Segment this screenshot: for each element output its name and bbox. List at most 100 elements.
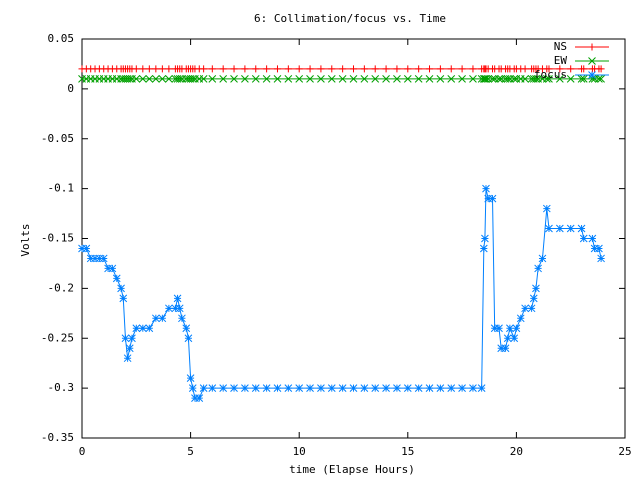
y-tick-label: -0.25 [41, 331, 74, 344]
point-marker [545, 65, 553, 73]
point-marker [527, 304, 536, 313]
point-marker [262, 384, 271, 392]
point-marker [91, 254, 99, 263]
point-marker [458, 75, 466, 83]
x-tick-label: 25 [618, 445, 631, 458]
point-marker [488, 75, 497, 83]
point-marker [117, 284, 125, 293]
point-marker [152, 65, 160, 73]
point-marker [566, 75, 575, 83]
point-marker [469, 75, 477, 83]
point-marker [532, 75, 540, 83]
point-marker [488, 194, 497, 203]
point-marker [590, 244, 599, 253]
point-marker [284, 75, 293, 83]
point-marker [556, 65, 564, 73]
point-marker [490, 324, 499, 333]
point-marker [200, 65, 208, 73]
point-marker [579, 75, 588, 83]
point-marker [188, 75, 197, 83]
point-marker [349, 384, 358, 392]
point-marker [534, 264, 542, 273]
point-marker [458, 65, 466, 73]
point-marker [151, 75, 160, 83]
point-marker [128, 334, 136, 343]
x-tick-label: 0 [79, 445, 86, 458]
point-marker [112, 274, 121, 283]
point-marker [371, 384, 380, 392]
point-marker [273, 65, 281, 73]
point-marker [521, 65, 529, 73]
point-marker [469, 384, 477, 392]
point-marker [510, 75, 519, 83]
point-marker [382, 384, 390, 392]
point-marker [403, 384, 412, 392]
x-tick-label: 5 [187, 445, 194, 458]
point-marker [484, 194, 493, 203]
x-tick-label: 20 [510, 445, 523, 458]
point-marker [595, 75, 603, 83]
point-marker [521, 75, 529, 83]
point-marker [339, 65, 347, 73]
point-marker [327, 75, 336, 83]
point-marker [349, 75, 358, 83]
point-marker [382, 75, 390, 83]
y-tick-label: -0.05 [41, 132, 74, 145]
point-marker [241, 384, 249, 392]
point-marker [241, 65, 249, 73]
point-marker [165, 304, 173, 313]
y-tick-label: -0.3 [48, 381, 75, 394]
point-marker [436, 75, 445, 83]
point-marker [482, 184, 490, 193]
plot-border [81, 38, 626, 439]
point-marker [273, 75, 282, 83]
point-marker [219, 65, 227, 73]
point-marker [415, 65, 423, 73]
point-marker [252, 65, 260, 73]
y-tick-label: -0.1 [48, 182, 75, 195]
point-marker [495, 324, 503, 333]
point-marker [503, 75, 512, 83]
point-marker [173, 294, 182, 303]
point-marker [506, 324, 514, 333]
point-marker [195, 394, 204, 402]
legend-marker [588, 57, 596, 65]
legend-marker [588, 43, 596, 51]
x-axis-label: time (Elapse Hours) [289, 463, 415, 476]
point-marker [208, 65, 216, 73]
point-marker [447, 384, 456, 392]
point-marker [317, 384, 325, 392]
point-marker [306, 65, 314, 73]
point-marker [597, 75, 605, 83]
point-marker [158, 75, 167, 83]
point-marker [158, 314, 167, 323]
x-tick-label: 10 [293, 445, 306, 458]
point-marker [178, 314, 186, 323]
point-marker [175, 304, 184, 313]
point-marker [138, 324, 147, 333]
point-marker [436, 384, 445, 392]
legend-marker [588, 71, 596, 79]
point-marker [139, 65, 147, 73]
point-marker [230, 75, 238, 83]
point-marker [425, 384, 434, 392]
point-marker [542, 204, 551, 213]
point-marker [284, 384, 293, 392]
point-marker [414, 75, 423, 83]
point-marker [404, 65, 412, 73]
point-marker [521, 304, 529, 313]
series-line [82, 188, 602, 399]
point-marker [125, 75, 134, 83]
point-marker [171, 304, 180, 313]
point-marker [555, 75, 564, 83]
y-tick-label: -0.35 [41, 431, 74, 444]
point-marker [295, 384, 304, 392]
point-marker [403, 75, 412, 83]
point-marker [186, 374, 195, 383]
point-marker [251, 384, 260, 392]
point-marker [426, 65, 434, 73]
point-marker [577, 224, 586, 233]
point-marker [125, 344, 134, 353]
point-marker [516, 314, 525, 323]
point-marker [597, 65, 605, 73]
